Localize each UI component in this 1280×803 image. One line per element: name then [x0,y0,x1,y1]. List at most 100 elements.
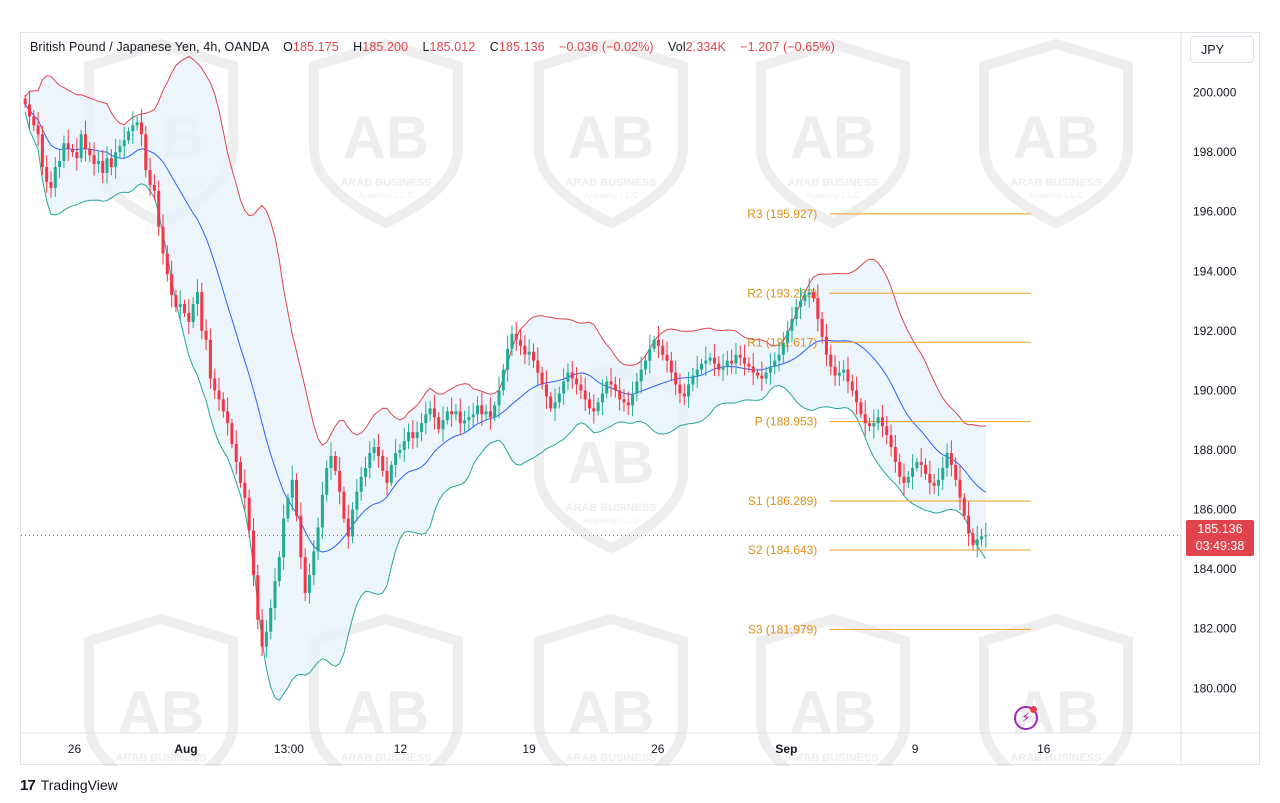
candle-body [863,414,867,424]
volume-value: 2.334K [685,40,726,54]
candle-body [247,497,251,531]
candle-body [687,384,691,397]
candle-body [157,190,161,227]
candle-body [372,447,376,453]
candle-body [695,369,699,376]
lightning-alert-icon[interactable]: ⚡ [1014,706,1038,730]
pivot-label: R2 (193.263) [747,286,817,300]
chart-pane[interactable]: AB ARAB BUSINESS Academy L.L.C AB ARAB BUSIN… [20,32,1261,766]
candle-body [708,357,712,361]
alert-badge-dot [1030,706,1037,713]
watermark-brand: ARAB BUSINESS [1010,177,1101,189]
symbol-title[interactable]: British Pound / Japanese Yen, 4h, OANDA [30,40,269,54]
candle-body [475,405,479,415]
candle-body [760,375,764,379]
time-tick-label: 26 [651,742,665,756]
candle-body [23,98,27,105]
watermark-letters: AB [343,679,430,746]
candle-body [575,378,579,385]
candle-body [221,399,225,412]
candle-body [351,509,355,537]
candle-body [58,161,62,168]
candle-body [200,292,204,331]
candle-body [497,390,501,406]
high-value: 185.200 [362,40,409,54]
candle-body [898,461,902,477]
candle-body [389,464,393,483]
candle-body [471,414,475,418]
price-tick-label: 186.000 [1193,503,1237,517]
candle-body [428,408,432,415]
candle-body [902,476,906,483]
candle-body [165,253,169,275]
time-tick-label: Aug [174,742,197,756]
candle-body [307,575,311,593]
watermark-shield-outline [534,38,688,229]
candle-body [704,360,708,364]
time-tick-label: 16 [1037,742,1051,756]
candle-body [971,533,975,546]
price-tick-label: 190.000 [1193,383,1237,397]
watermark-shield-outline [84,613,238,766]
candle-body [359,476,363,492]
candle-body [816,298,820,319]
candle-body [450,411,454,415]
candle-body [282,518,286,558]
candle-body [820,318,824,337]
candle-body [398,450,402,453]
candle-body [506,348,510,370]
candle-body [975,539,979,546]
price-tick-label: 180.000 [1193,681,1237,695]
candle-body [799,301,803,308]
candle-body [544,384,548,397]
candle-body [536,360,540,373]
candle-body [204,330,208,340]
candle-body [656,339,660,346]
currency-button[interactable]: JPY [1190,36,1254,63]
candle-body [781,342,785,355]
candle-body [316,527,320,552]
candle-body [587,399,592,409]
price-tick-label: 196.000 [1193,205,1237,219]
candle-body [148,170,152,185]
watermark-sub: Academy L.L.C [1029,191,1084,200]
candle-body [368,453,372,468]
watermark-sub: Academy L.L.C [584,191,639,200]
candle-body [381,455,385,471]
candle-body [562,381,566,394]
candle-body [36,125,40,135]
watermark-shield-outline [979,613,1133,766]
time-tick-label: 9 [912,742,919,756]
candle-body [131,125,135,132]
candle-body [363,467,367,477]
candle-body [329,455,333,468]
candle-body [613,384,617,391]
candle-body [277,557,281,582]
watermark-brand: ARAB BUSINESS [115,752,206,764]
volume-change-value: −1.207 (−0.65%) [740,40,835,54]
candle-body [652,339,656,349]
candle-body [191,304,195,322]
candle-body [579,384,583,391]
candle-body [751,366,755,373]
candle-body [824,336,828,355]
candle-body [32,116,36,126]
watermark-brand: ARAB BUSINESS [1010,752,1101,764]
pivot-label: R3 (195.927) [747,207,817,221]
candle-body [402,441,406,451]
candle-body [540,372,544,385]
candle-body [773,360,777,367]
tradingview-footer[interactable]: 17 TradingView [20,775,118,795]
candle-body [596,402,600,412]
watermark-brand: ARAB BUSINESS [340,752,431,764]
candle-body [639,369,643,382]
candle-body [118,146,122,153]
candle-body [889,435,893,448]
candle-body [239,461,243,483]
candlestick-chart[interactable]: AB ARAB BUSINESS Academy L.L.C AB ARAB BUSIN… [21,33,1261,766]
price-tick-label: 184.000 [1193,562,1237,576]
candle-body [139,122,143,135]
